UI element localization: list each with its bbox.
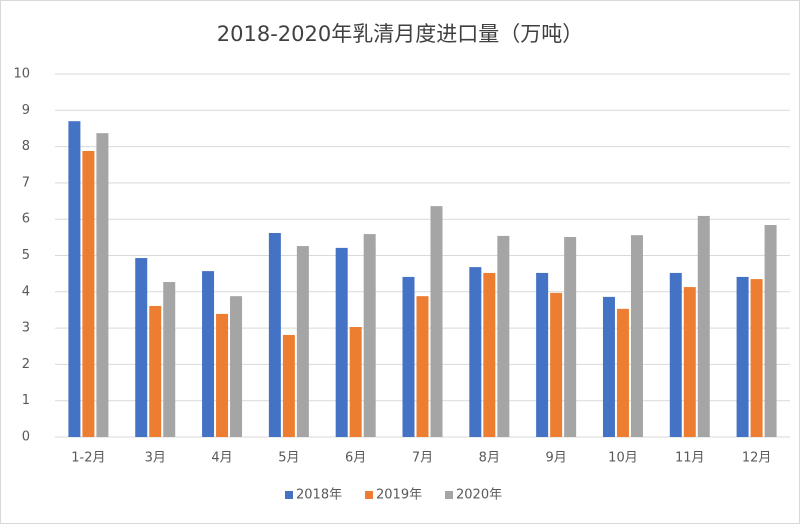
legend-label: 2019年 [376, 488, 422, 503]
legend-label: 2020年 [456, 488, 502, 503]
bar [483, 272, 496, 437]
bar [135, 258, 148, 437]
legend-swatch [445, 491, 453, 499]
bar [230, 296, 243, 437]
x-tick-label: 3月 [145, 451, 166, 466]
bar [564, 236, 577, 437]
x-tick-label: 5月 [278, 451, 299, 466]
legend-swatch [285, 491, 293, 499]
bar [335, 247, 348, 437]
y-tick-label: 10 [13, 67, 30, 82]
x-tick-label: 10月 [608, 451, 638, 466]
legend-swatch [365, 491, 373, 499]
bar [497, 235, 510, 437]
x-tick-label: 8月 [479, 451, 500, 466]
bar [68, 121, 81, 437]
bar [163, 281, 176, 437]
bar [296, 246, 309, 437]
bar [268, 232, 281, 437]
x-tick-label: 4月 [211, 451, 232, 466]
x-tick-label: 6月 [345, 451, 366, 466]
bar [202, 271, 215, 437]
y-tick-label: 5 [22, 248, 30, 263]
x-tick-label: 12月 [742, 451, 772, 466]
bar [764, 225, 777, 437]
bar [469, 267, 482, 437]
y-tick-label: 7 [22, 175, 30, 190]
y-tick-label: 3 [22, 321, 30, 336]
y-tick-label: 2 [22, 357, 30, 372]
bar [402, 276, 415, 437]
bar [750, 279, 763, 437]
bar [430, 206, 443, 437]
bar [216, 313, 229, 437]
x-tick-label: 1-2月 [71, 451, 105, 466]
legend-label: 2018年 [296, 488, 342, 503]
x-tick-label: 9月 [545, 451, 566, 466]
bar [630, 235, 643, 437]
bar [149, 305, 162, 437]
bar [282, 334, 295, 437]
y-tick-label: 9 [22, 103, 30, 118]
bar [82, 150, 95, 437]
bar [416, 296, 429, 437]
bar [602, 296, 615, 437]
chart-title: 2018-2020年乳清月度进口量（万吨） [217, 22, 583, 46]
y-tick-label: 4 [22, 284, 30, 299]
bar [536, 272, 549, 437]
x-tick-label: 11月 [675, 451, 705, 466]
y-tick-label: 1 [22, 393, 30, 408]
bar [669, 272, 682, 437]
bar [96, 133, 109, 437]
bar [363, 234, 376, 437]
bar [697, 215, 710, 437]
bar [683, 287, 696, 437]
y-tick-label: 8 [22, 139, 30, 154]
y-tick-label: 0 [22, 430, 30, 445]
bar [616, 308, 629, 437]
y-tick-label: 6 [22, 212, 30, 227]
bar [736, 276, 749, 437]
bar [349, 327, 362, 437]
bar [550, 292, 563, 437]
x-tick-label: 7月 [412, 451, 433, 466]
